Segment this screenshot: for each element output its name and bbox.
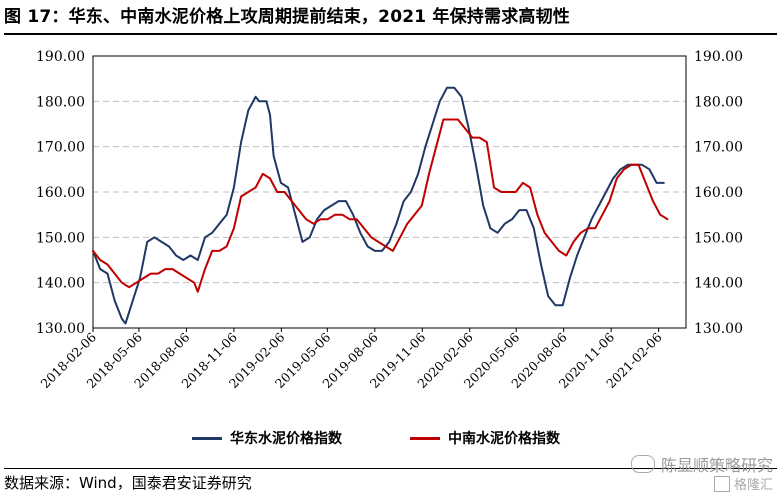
footer-rule [4, 468, 777, 469]
watermark-text: 陈显顺策略研究 [660, 456, 773, 475]
source-note: 数据来源：Wind，国泰君安证券研究 [4, 474, 252, 492]
plot-frame [92, 55, 687, 329]
y-tick-label-left: 150.00 [36, 230, 85, 246]
watermark-badge: 格隆汇 [713, 474, 773, 493]
wechat-icon [630, 455, 655, 473]
series-line-south [92, 118, 669, 293]
y-tick-label-right: 170.00 [694, 140, 743, 156]
y-tick-label-left: 130.00 [36, 321, 85, 337]
y-tick-label-right: 150.00 [694, 230, 743, 246]
title-rule [4, 33, 777, 35]
y-tick-label-left: 160.00 [36, 185, 85, 201]
series-line-east [92, 86, 665, 325]
y-tick-label-right: 130.00 [694, 321, 743, 337]
legend-swatch-south [410, 436, 440, 440]
legend-item-east: 华东水泥价格指数 [192, 428, 342, 448]
watermark-badge-text: 格隆汇 [733, 478, 773, 493]
y-tick-label-left: 190.00 [36, 49, 85, 65]
y-tick-label-left: 140.00 [36, 276, 85, 292]
legend-swatch-east [192, 436, 222, 440]
y-tick-label-right: 180.00 [694, 94, 743, 110]
watermark: 陈显顺策略研究 [630, 452, 773, 476]
figure-title: 图 17：华东、中南水泥价格上攻周期提前结束，2021 年保持需求高韧性 [4, 7, 571, 27]
line-chart: 130.00 130.00 140.00 140.00 150.00 150.00 160.… [36, 49, 743, 391]
y-tick-label-left: 180.00 [36, 94, 85, 110]
y-tick-label-right: 160.00 [694, 185, 743, 201]
badge-logo-icon [713, 475, 730, 492]
chart-legend: 华东水泥价格指数 中南水泥价格指数 [0, 428, 781, 448]
y-tick-label-right: 190.00 [694, 49, 743, 65]
y-tick-label-left: 170.00 [36, 140, 85, 156]
legend-item-south: 中南水泥价格指数 [410, 428, 560, 448]
legend-label-east: 华东水泥价格指数 [230, 431, 342, 447]
y-tick-label-right: 140.00 [694, 276, 743, 292]
legend-label-south: 中南水泥价格指数 [448, 431, 560, 447]
